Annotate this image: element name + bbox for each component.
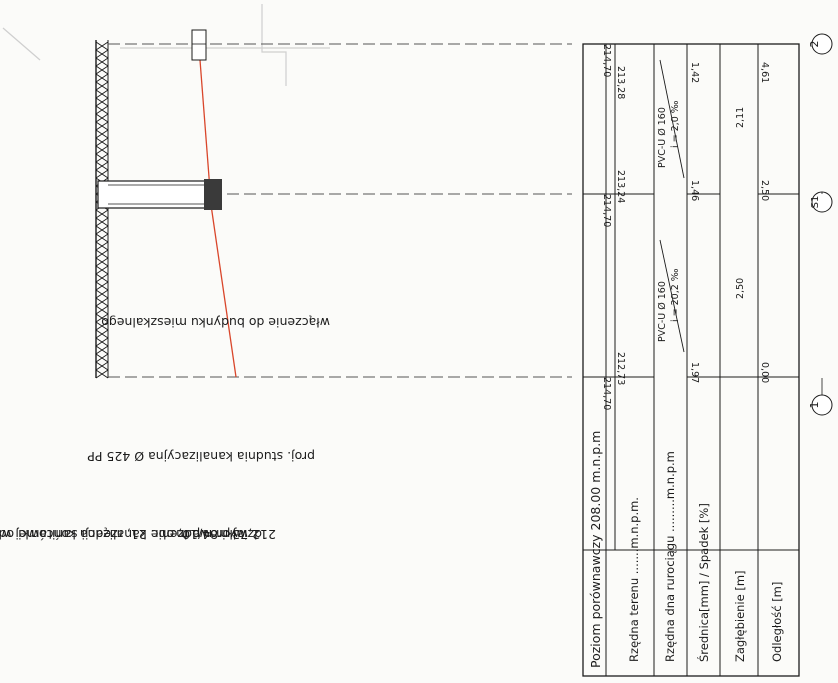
terrain-value-2: 214,70 [601, 44, 612, 77]
row-label-invert: Rzędna dna rurociągu .........m.n.p.m [663, 451, 677, 662]
depth-value-s1a: 1,46 [689, 180, 700, 201]
pipe-mark-1 [659, 239, 685, 353]
hatch-stroke [95, 145, 109, 155]
invert-value-2: 213,28 [615, 66, 626, 99]
manhole-note: proj. studnia kanalizacyjna Ø 425 PP [87, 449, 315, 464]
building-note: włączenie do budynku mieszkalnego [101, 315, 330, 330]
hatch-stroke [95, 169, 109, 179]
svg-text:2: 2 [808, 41, 821, 48]
hatch-stroke [95, 65, 109, 75]
hatch-stroke [95, 137, 109, 147]
depth-value-1: 1,97 [689, 362, 700, 383]
hatch-stroke [95, 49, 109, 59]
row-label-depth: Zagłębienie [m] [733, 570, 747, 662]
segment-1-slope: i = 20,2 ‰ [670, 268, 681, 322]
invert-value-1: 212,73 [615, 352, 626, 385]
profile-table [582, 43, 800, 677]
outlet-note-line2: działki 84/10, obr. 21, rzędna końcówki … [0, 527, 262, 542]
hatch-stroke [95, 321, 109, 331]
hatch-stroke [95, 41, 109, 51]
outlet-note-line3: 212,73 m n.p.m. [172, 527, 276, 542]
depth-value-2: 1,42 [689, 62, 700, 83]
hatch-stroke [95, 89, 109, 99]
row-label-terrain: Rzędna terenu .......m.n.p.m. [627, 497, 641, 662]
invert-value-s1: 213,24 [615, 170, 626, 203]
hatch-stroke [95, 73, 109, 83]
pipe-mark-2 [659, 59, 685, 179]
hatch-stroke [95, 153, 109, 163]
hatch-stroke [95, 233, 109, 243]
pipe-segment-1 [209, 197, 237, 378]
hatch-stroke [95, 97, 109, 107]
hatch-stroke [95, 217, 109, 227]
row-label-distance: Odległość [m] [770, 582, 784, 662]
hatch-stroke [95, 329, 109, 339]
hatch-stroke [95, 57, 109, 67]
svg-text:S1: S1 [810, 196, 821, 209]
segment-2-slope: i = 2,0 ‰ [670, 100, 681, 148]
segment-2-distance: 2,11 [735, 107, 746, 128]
segment-2-pipe: PVC-U Ø 160 [657, 107, 668, 168]
hatch-stroke [95, 121, 109, 131]
hatch-stroke [95, 345, 109, 355]
hatch-stroke [95, 313, 109, 323]
terrain-value-1: 214,70 [601, 377, 612, 410]
outlet-note-line1: wyprowadzenie kanalizacji sanitarnej w k… [0, 527, 248, 542]
hatch-stroke [95, 337, 109, 347]
hatch-stroke [95, 225, 109, 235]
hatch-stroke [95, 241, 109, 251]
station-marker-2: 2 [808, 33, 833, 55]
hatch-stroke [95, 161, 109, 171]
building-connection-symbol [191, 29, 207, 61]
station-marker-1: 1 [808, 394, 833, 416]
length-value-1: 0,00 [759, 362, 770, 383]
segment-1-pipe: PVC-U Ø 160 [657, 281, 668, 342]
row-label-diameter-slope: Średnica[mm] / Spadek [%] [696, 503, 711, 662]
pipe-segment-2 [199, 59, 211, 191]
hatch-stroke [95, 297, 109, 307]
hatch-stroke [95, 105, 109, 115]
segment-1-distance: 2,50 [735, 278, 746, 299]
svg-text:1: 1 [808, 402, 821, 409]
station-marker-s1: S1 [810, 191, 833, 213]
hatch-stroke [95, 257, 109, 267]
hatch-stroke [95, 353, 109, 363]
hatch-stroke [95, 265, 109, 275]
scan-artifact-line [2, 27, 41, 61]
hatch-stroke [95, 369, 109, 379]
hatch-stroke [95, 209, 109, 219]
hatch-stroke [95, 113, 109, 123]
hatch-stroke [95, 289, 109, 299]
length-value-2: 4,61 [759, 62, 770, 83]
hatch-stroke [95, 81, 109, 91]
hatch-stroke [95, 281, 109, 291]
scan-artifact-outline [261, 4, 287, 86]
hatch-stroke [95, 361, 109, 371]
hatch-stroke [95, 249, 109, 259]
manhole-symbol [97, 179, 222, 210]
hatch-stroke [95, 273, 109, 283]
terrain-value-s1: 214,70 [601, 194, 612, 227]
length-value-s1: 2,50 [759, 180, 770, 201]
hatch-stroke [95, 129, 109, 139]
reference-level-label: Poziom porównawczy 208.00 m.n.p.m [588, 431, 603, 668]
hatch-stroke [95, 305, 109, 315]
